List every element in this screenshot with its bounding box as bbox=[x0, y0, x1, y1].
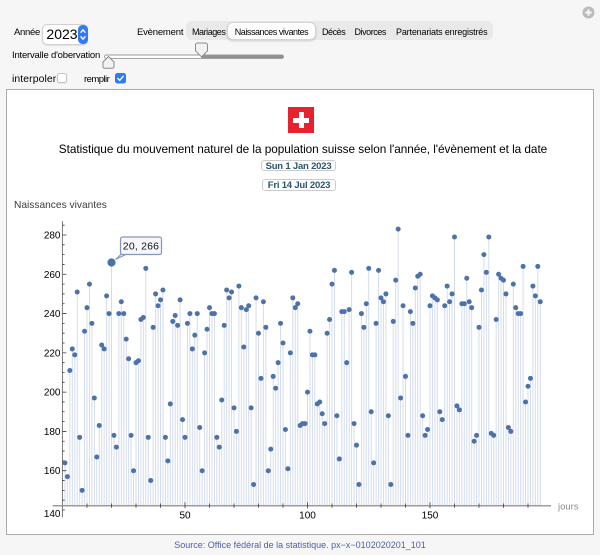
svg-text:280: 280 bbox=[44, 231, 61, 242]
svg-text:50: 50 bbox=[179, 510, 191, 521]
svg-text:jours: jours bbox=[557, 502, 579, 513]
svg-text:180: 180 bbox=[44, 427, 61, 438]
svg-text:100: 100 bbox=[299, 510, 316, 521]
svg-text:240: 240 bbox=[44, 309, 61, 320]
svg-text:260: 260 bbox=[44, 270, 61, 281]
svg-text:20, 266: 20, 266 bbox=[123, 241, 159, 253]
svg-text:220: 220 bbox=[44, 348, 61, 359]
svg-text:200: 200 bbox=[44, 388, 61, 399]
svg-text:150: 150 bbox=[422, 510, 439, 521]
svg-text:160: 160 bbox=[44, 466, 61, 477]
svg-text:140: 140 bbox=[44, 509, 61, 520]
